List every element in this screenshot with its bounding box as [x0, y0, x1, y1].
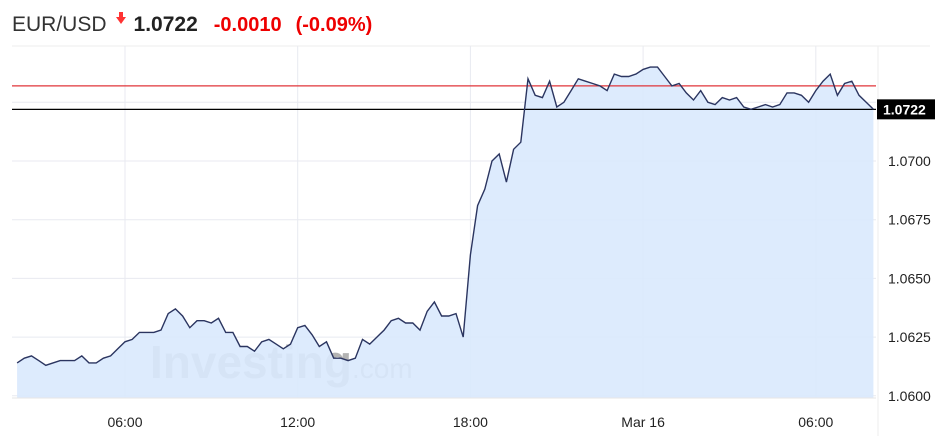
x-tick-label: 06:00 — [798, 414, 833, 430]
x-tick-label: 12:00 — [280, 414, 315, 430]
y-tick-label: 1.0675 — [888, 212, 931, 228]
price-change: -0.0010 — [213, 13, 282, 36]
price-line — [16, 66, 874, 367]
quote-header: EUR/USD 1.0722 -0.0010 (-0.09%) — [12, 10, 386, 40]
current-price-badge — [877, 99, 935, 120]
price-change-percent: (-0.09%) — [295, 13, 373, 36]
y-tick-label: 1.0625 — [888, 329, 931, 345]
current-price-badge-label: 1.0722 — [883, 101, 926, 117]
last-price: 1.0722 — [133, 13, 198, 36]
y-tick-label: 1.0600 — [888, 388, 931, 404]
arrow-down-icon — [115, 11, 126, 24]
y-tick-label: 1.0650 — [888, 270, 931, 286]
x-tick-label: 18:00 — [453, 414, 488, 430]
symbol-name: EUR/USD — [12, 13, 107, 36]
price-area — [17, 67, 874, 398]
x-tick-label: Mar 16 — [621, 414, 665, 430]
y-tick-label: 1.0700 — [888, 153, 931, 169]
x-tick-label: 06:00 — [107, 414, 142, 430]
